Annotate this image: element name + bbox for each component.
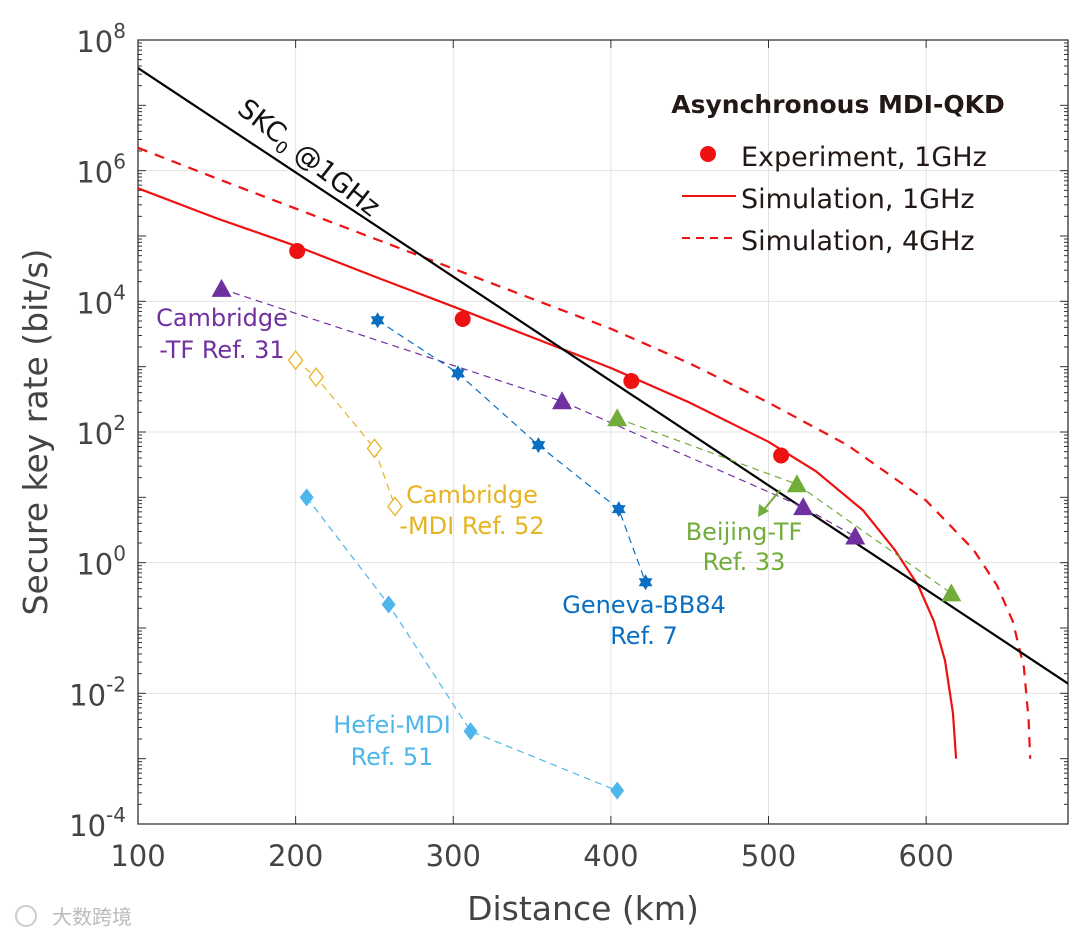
series-line-cambridge-tf-ref-31 [221, 288, 856, 538]
y-tick-label: 108 [76, 19, 126, 59]
x-axis-label: Distance (km) [467, 889, 699, 928]
data-point-geneva-bb84-ref-7 [531, 437, 546, 454]
series-line-simulation-4ghz [138, 146, 1032, 759]
y-tick-label: 102 [76, 411, 126, 451]
data-point-beijing-tf-ref-33 [607, 408, 628, 427]
y-axis-label: Secure key rate (bit/s) [16, 249, 55, 616]
x-tick-label: 400 [583, 839, 638, 873]
data-point-beijing-tf-ref-33 [786, 474, 807, 493]
series-line-cambridge-mdi-ref-52 [295, 359, 396, 507]
data-point-cambridge-tf-ref-31 [211, 278, 232, 297]
data-point-cambridge-tf-ref-31 [552, 391, 573, 410]
plot-area [138, 67, 1068, 800]
x-tick-label: 200 [268, 839, 323, 873]
data-point-hefei-mdi-ref-51 [299, 488, 314, 507]
data-point-experiment-1ghz [454, 310, 471, 327]
y-tick-label: 10-4 [69, 803, 126, 843]
legend-title: Asynchronous MDI-QKD [671, 90, 1004, 119]
geneva-label-line1: Geneva-BB84 [562, 591, 726, 619]
watermark-logo-icon [15, 905, 37, 927]
series-line-geneva-bb84-ref-7 [377, 319, 647, 583]
x-tick-label: 100 [110, 839, 165, 873]
x-tick-label: 500 [741, 839, 796, 873]
hefei-label-line1: Hefei-MDI [333, 711, 451, 739]
data-point-hefei-mdi-ref-51 [463, 722, 478, 741]
hexagram-part [451, 369, 465, 382]
data-point-geneva-bb84-ref-7 [451, 365, 465, 382]
legend-marker [700, 146, 716, 162]
data-point-geneva-bb84-ref-7 [611, 501, 626, 518]
data-point-experiment-1ghz [623, 373, 640, 390]
cambridge-tf-label-line2: -TF Ref. 31 [159, 336, 284, 364]
series-line-beijing-tf-ref-33 [616, 417, 952, 594]
legend-label: Simulation, 4GHz [741, 226, 975, 257]
hexagram-part [531, 441, 546, 454]
skc-label: SKC0 @1GHz [229, 93, 385, 226]
watermark: 大数跨境 [52, 905, 132, 929]
data-point-geneva-bb84-ref-7 [638, 574, 653, 591]
data-point-cambridge-tf-ref-31 [845, 526, 866, 545]
data-point-geneva-bb84-ref-7 [370, 312, 385, 329]
data-point-hefei-mdi-ref-51 [610, 781, 625, 800]
beijing-label-line2: Ref. 33 [703, 548, 786, 576]
data-point-cambridge-mdi-ref-52 [366, 438, 383, 459]
data-point-cambridge-tf-ref-31 [793, 497, 814, 516]
data-point-cambridge-mdi-ref-52 [308, 367, 324, 388]
y-tick-label: 106 [76, 150, 126, 190]
hefei-label-line2: Ref. 51 [351, 743, 434, 771]
y-tick-label: 100 [76, 542, 126, 582]
legend-label: Experiment, 1GHz [741, 142, 987, 173]
cambridge-tf-label-line1: Cambridge [156, 304, 288, 332]
beijing-label-line1: Beijing-TF [686, 518, 803, 546]
cambridge-mdi-label-line2: -MDI Ref. 52 [399, 512, 544, 540]
data-point-hefei-mdi-ref-51 [381, 595, 396, 614]
hexagram-part [611, 505, 626, 518]
cambridge-mdi-label-line1: Cambridge [406, 481, 538, 509]
data-point-cambridge-mdi-ref-52 [387, 496, 403, 517]
series-line-hefei-mdi-ref-51 [306, 496, 618, 792]
hexagram-part [638, 578, 653, 591]
geneva-label-line2: Ref. 7 [610, 622, 678, 650]
hexagram-part [370, 316, 385, 329]
series-line-simulation-1ghz [138, 187, 958, 759]
x-tick-label: 300 [426, 839, 481, 873]
data-point-cambridge-mdi-ref-52 [287, 350, 304, 371]
y-tick-label: 10-2 [69, 672, 126, 712]
y-tick-label: 104 [76, 280, 126, 320]
x-tick-label: 600 [898, 839, 953, 873]
beijing-arrowhead [758, 504, 769, 517]
series-line-skc0-1ghz [138, 67, 1068, 685]
legend-label: Simulation, 1GHz [741, 184, 975, 215]
data-point-beijing-tf-ref-33 [941, 583, 962, 602]
